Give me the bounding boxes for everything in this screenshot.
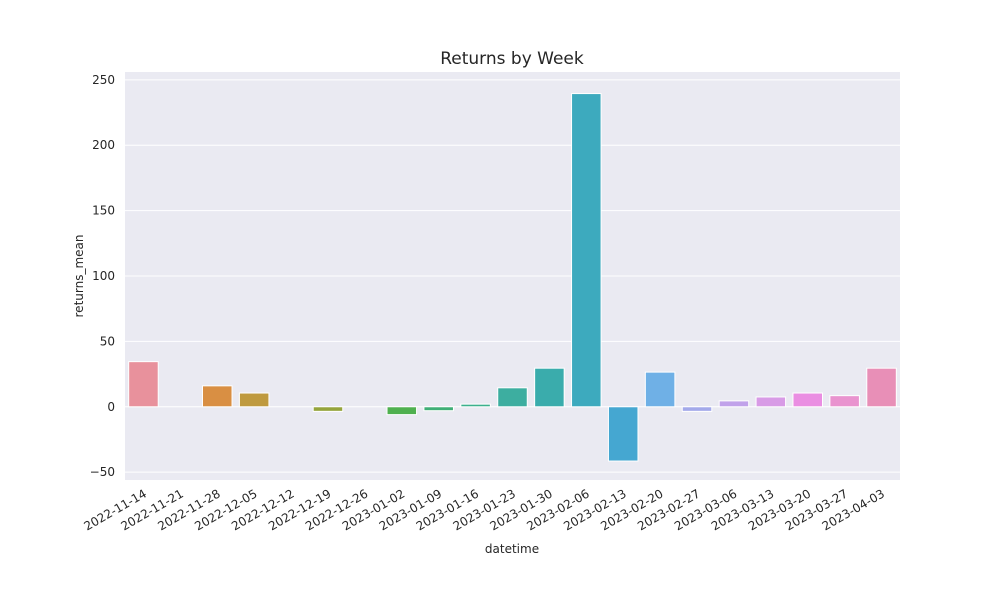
- y-tick-label: 0: [107, 400, 115, 414]
- x-axis-label: datetime: [485, 542, 539, 556]
- bar-2023-02-27: [681, 406, 713, 412]
- y-tick-label: 200: [92, 138, 115, 152]
- bar-2023-03-13: [755, 396, 787, 408]
- bar-2023-03-06: [718, 400, 750, 408]
- bars: [128, 93, 897, 462]
- bar-2022-12-05: [238, 392, 270, 408]
- bar-2023-01-23: [497, 387, 528, 408]
- bar-2023-01-02: [386, 406, 418, 416]
- bar-2023-03-27: [829, 395, 860, 408]
- bar-2022-11-28: [202, 385, 233, 408]
- bar-2023-02-13: [607, 406, 639, 462]
- bar-2022-12-19: [312, 406, 344, 412]
- y-tick-label: 250: [92, 73, 115, 87]
- y-tick-label: 50: [100, 334, 115, 348]
- bar-2023-04-03: [866, 367, 897, 408]
- y-tick-label: 100: [92, 269, 115, 283]
- bar-2023-03-20: [792, 392, 824, 408]
- bar-2023-01-16: [460, 403, 491, 408]
- y-tick-label: 150: [92, 204, 115, 218]
- y-axis-label: returns_mean: [72, 235, 86, 318]
- bar-2023-02-06: [571, 93, 602, 408]
- bar-2022-11-14: [128, 361, 159, 408]
- x-axis-ticks: 2022-11-142022-11-212022-11-282022-12-05…: [82, 486, 888, 533]
- y-tick-label: −50: [90, 465, 115, 479]
- bar-2023-01-30: [534, 367, 565, 408]
- y-axis-ticks: 250 200 150 100 50 0 −50: [90, 73, 115, 479]
- bar-2023-02-20: [644, 371, 676, 408]
- chart-title: Returns by Week: [440, 49, 584, 69]
- bar-2023-01-09: [423, 406, 454, 412]
